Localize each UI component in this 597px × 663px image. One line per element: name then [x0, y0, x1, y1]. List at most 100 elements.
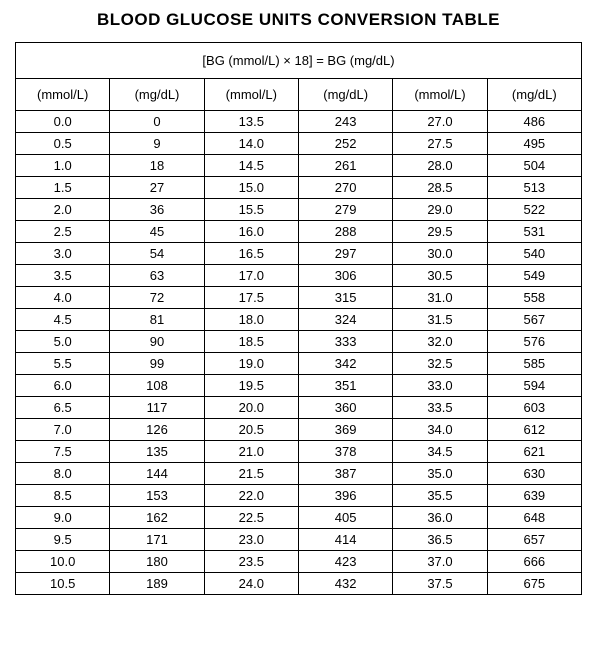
cell: 9.0	[16, 507, 110, 529]
cell: 405	[298, 507, 392, 529]
cell: 21.5	[204, 463, 298, 485]
table-row: 3.05416.529730.0540	[16, 243, 582, 265]
cell: 90	[110, 331, 204, 353]
cell: 63	[110, 265, 204, 287]
table-row: 0.5914.025227.5495	[16, 133, 582, 155]
cell: 35.5	[393, 485, 487, 507]
cell: 32.0	[393, 331, 487, 353]
cell: 504	[487, 155, 581, 177]
cell: 315	[298, 287, 392, 309]
cell: 162	[110, 507, 204, 529]
table-row: 9.016222.540536.0648	[16, 507, 582, 529]
cell: 16.5	[204, 243, 298, 265]
table-row: 0.0013.524327.0486	[16, 111, 582, 133]
cell: 342	[298, 353, 392, 375]
cell: 1.5	[16, 177, 110, 199]
cell: 189	[110, 573, 204, 595]
cell: 20.5	[204, 419, 298, 441]
cell: 360	[298, 397, 392, 419]
cell: 20.0	[204, 397, 298, 419]
cell: 9.5	[16, 529, 110, 551]
header-mgdl-2: (mg/dL)	[298, 79, 392, 111]
cell: 5.5	[16, 353, 110, 375]
cell: 243	[298, 111, 392, 133]
cell: 36	[110, 199, 204, 221]
table-row: 6.511720.036033.5603	[16, 397, 582, 419]
cell: 270	[298, 177, 392, 199]
cell: 3.5	[16, 265, 110, 287]
cell: 675	[487, 573, 581, 595]
cell: 22.0	[204, 485, 298, 507]
cell: 1.0	[16, 155, 110, 177]
cell: 31.0	[393, 287, 487, 309]
cell: 14.0	[204, 133, 298, 155]
cell: 558	[487, 287, 581, 309]
header-mmol-2: (mmol/L)	[204, 79, 298, 111]
header-mmol-1: (mmol/L)	[16, 79, 110, 111]
table-row: 5.59919.034232.5585	[16, 353, 582, 375]
cell: 17.5	[204, 287, 298, 309]
cell: 387	[298, 463, 392, 485]
cell: 369	[298, 419, 392, 441]
cell: 171	[110, 529, 204, 551]
cell: 34.0	[393, 419, 487, 441]
cell: 18.5	[204, 331, 298, 353]
cell: 252	[298, 133, 392, 155]
cell: 30.5	[393, 265, 487, 287]
cell: 19.0	[204, 353, 298, 375]
cell: 23.0	[204, 529, 298, 551]
cell: 108	[110, 375, 204, 397]
header-row: (mmol/L) (mg/dL) (mmol/L) (mg/dL) (mmol/…	[16, 79, 582, 111]
table-row: 1.01814.526128.0504	[16, 155, 582, 177]
table-row: 4.07217.531531.0558	[16, 287, 582, 309]
cell: 9	[110, 133, 204, 155]
cell: 414	[298, 529, 392, 551]
cell: 17.0	[204, 265, 298, 287]
cell: 567	[487, 309, 581, 331]
cell: 99	[110, 353, 204, 375]
cell: 6.5	[16, 397, 110, 419]
cell: 29.0	[393, 199, 487, 221]
cell: 6.0	[16, 375, 110, 397]
cell: 324	[298, 309, 392, 331]
cell: 306	[298, 265, 392, 287]
cell: 4.5	[16, 309, 110, 331]
cell: 15.0	[204, 177, 298, 199]
cell: 2.5	[16, 221, 110, 243]
cell: 486	[487, 111, 581, 133]
cell: 35.0	[393, 463, 487, 485]
cell: 153	[110, 485, 204, 507]
table-row: 7.513521.037834.5621	[16, 441, 582, 463]
cell: 29.5	[393, 221, 487, 243]
cell: 7.0	[16, 419, 110, 441]
cell: 27.0	[393, 111, 487, 133]
cell: 30.0	[393, 243, 487, 265]
cell: 261	[298, 155, 392, 177]
table-body: 0.0013.524327.04860.5914.025227.54951.01…	[16, 111, 582, 595]
cell: 396	[298, 485, 392, 507]
cell: 8.5	[16, 485, 110, 507]
cell: 513	[487, 177, 581, 199]
cell: 8.0	[16, 463, 110, 485]
cell: 23.5	[204, 551, 298, 573]
cell: 28.5	[393, 177, 487, 199]
cell: 2.0	[16, 199, 110, 221]
table-row: 2.54516.028829.5531	[16, 221, 582, 243]
cell: 0	[110, 111, 204, 133]
cell: 549	[487, 265, 581, 287]
cell: 37.5	[393, 573, 487, 595]
cell: 630	[487, 463, 581, 485]
cell: 522	[487, 199, 581, 221]
conversion-table: [BG (mmol/L) × 18] = BG (mg/dL) (mmol/L)…	[15, 42, 582, 595]
cell: 32.5	[393, 353, 487, 375]
table-row: 8.014421.538735.0630	[16, 463, 582, 485]
cell: 423	[298, 551, 392, 573]
cell: 33.0	[393, 375, 487, 397]
cell: 18	[110, 155, 204, 177]
cell: 603	[487, 397, 581, 419]
cell: 432	[298, 573, 392, 595]
header-mgdl-3: (mg/dL)	[487, 79, 581, 111]
cell: 15.5	[204, 199, 298, 221]
cell: 585	[487, 353, 581, 375]
cell: 36.0	[393, 507, 487, 529]
